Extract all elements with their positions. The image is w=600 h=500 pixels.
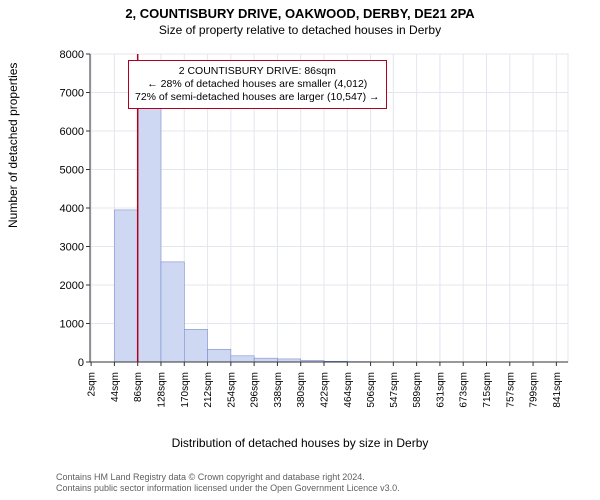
x-tick-label: 44sqm xyxy=(110,372,121,402)
x-tick-label: 422sqm xyxy=(320,372,331,408)
y-tick-label: 2000 xyxy=(60,280,84,292)
x-tick-label: 506sqm xyxy=(366,372,377,408)
x-tick-label: 464sqm xyxy=(343,372,354,408)
x-tick-label: 86sqm xyxy=(133,372,144,402)
histogram-bar xyxy=(184,329,207,362)
x-tick-label: 254sqm xyxy=(226,372,237,408)
footer-line2: Contains public sector information licen… xyxy=(56,483,400,494)
y-tick-label: 0 xyxy=(78,357,84,369)
histogram-bar xyxy=(138,100,161,362)
y-tick-label: 8000 xyxy=(60,49,84,61)
annotation-box: 2 COUNTISBURY DRIVE: 86sqm ← 28% of deta… xyxy=(128,60,387,109)
x-tick-label: 841sqm xyxy=(552,372,563,408)
y-tick-label: 1000 xyxy=(60,319,84,331)
y-tick-label: 3000 xyxy=(60,242,84,254)
x-tick-label: 757sqm xyxy=(505,372,516,408)
y-tick-label: 4000 xyxy=(60,203,84,215)
x-tick-label: 673sqm xyxy=(459,372,470,408)
x-tick-label: 631sqm xyxy=(435,372,446,408)
y-tick-label: 6000 xyxy=(60,126,84,138)
x-tick-label: 547sqm xyxy=(389,372,400,408)
y-axis-label: Number of detached properties xyxy=(6,63,20,228)
x-tick-label: 589sqm xyxy=(412,372,423,408)
annotation-line1: 2 COUNTISBURY DRIVE: 86sqm xyxy=(135,65,380,78)
histogram-bar xyxy=(231,356,254,362)
x-tick-label: 170sqm xyxy=(180,372,191,408)
annotation-line2: ← 28% of detached houses are smaller (4,… xyxy=(135,78,380,91)
footer-attribution: Contains HM Land Registry data © Crown c… xyxy=(56,472,400,494)
title-block: 2, COUNTISBURY DRIVE, OAKWOOD, DERBY, DE… xyxy=(0,0,600,38)
y-tick-label: 7000 xyxy=(60,88,84,100)
histogram-bar xyxy=(254,358,277,362)
title-line2: Size of property relative to detached ho… xyxy=(0,23,600,39)
histogram-bar xyxy=(161,262,184,362)
x-tick-label: 296sqm xyxy=(250,372,261,408)
x-tick-label: 799sqm xyxy=(529,372,540,408)
x-tick-label: 128sqm xyxy=(156,372,167,408)
footer-line1: Contains HM Land Registry data © Crown c… xyxy=(56,472,400,483)
histogram-bar xyxy=(208,349,231,362)
title-line1: 2, COUNTISBURY DRIVE, OAKWOOD, DERBY, DE… xyxy=(0,6,600,23)
x-tick-label: 2sqm xyxy=(87,372,98,396)
chart-container: 2, COUNTISBURY DRIVE, OAKWOOD, DERBY, DE… xyxy=(0,0,600,500)
x-tick-label: 715sqm xyxy=(482,372,493,408)
histogram-bar xyxy=(114,210,137,362)
x-axis-label: Distribution of detached houses by size … xyxy=(0,436,600,450)
x-tick-label: 338sqm xyxy=(273,372,284,408)
y-tick-label: 5000 xyxy=(60,165,84,177)
annotation-line3: 72% of semi-detached houses are larger (… xyxy=(135,91,380,104)
x-tick-label: 212sqm xyxy=(203,372,214,408)
x-tick-label: 380sqm xyxy=(296,372,307,408)
plot-area: 0 1000 2000 3000 4000 5000 6000 7000 8000 2sqm 44s… xyxy=(56,48,576,408)
